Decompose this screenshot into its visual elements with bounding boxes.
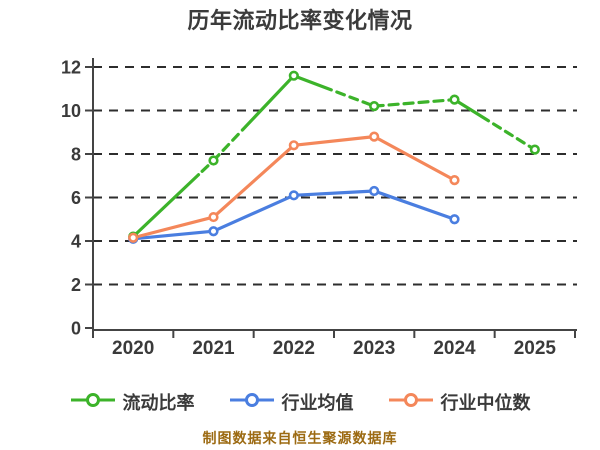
- data-point-marker: [288, 190, 299, 201]
- data-point-marker: [449, 94, 460, 105]
- series-line-segment: [211, 74, 296, 163]
- line-marker-icon: [70, 390, 116, 415]
- x-tick-label: 2022: [273, 338, 315, 359]
- legend-item-label: 行业均值: [281, 393, 354, 413]
- line-marker-icon: [229, 390, 275, 415]
- legend-item-label: 行业中位数: [440, 393, 531, 413]
- data-point-marker: [288, 140, 299, 151]
- y-tick-label: 0: [71, 319, 81, 339]
- y-tick-label: 6: [71, 188, 81, 208]
- data-point-marker: [208, 226, 219, 237]
- x-tick-label: 2024: [433, 338, 476, 359]
- data-point-marker: [369, 131, 380, 142]
- series-line-segment: [452, 98, 537, 152]
- legend-item-industry-mean[interactable]: 行业均值: [229, 389, 354, 415]
- data-point-marker: [529, 144, 540, 155]
- data-point-marker: [208, 155, 219, 166]
- y-tick-label: 2: [71, 275, 81, 295]
- legend: 流动比率 行业均值 行业中位数: [0, 389, 600, 415]
- legend-item-label: 流动比率: [122, 393, 195, 413]
- data-point-marker: [128, 232, 139, 243]
- series-line-segment: [131, 229, 216, 241]
- series-line-segment: [211, 143, 296, 219]
- legend-item-current-ratio[interactable]: 流动比率: [70, 389, 195, 415]
- data-point-marker: [288, 70, 299, 81]
- legend-line-marker: [229, 392, 274, 407]
- data-point-marker: [449, 175, 460, 186]
- series-line-segment: [372, 98, 457, 108]
- data-source-note: 制图数据来自恒生聚源数据库: [202, 430, 398, 446]
- legend-line-marker: [70, 392, 115, 407]
- chart-title: 历年流动比率变化情况: [187, 8, 413, 33]
- data-point-marker: [449, 214, 460, 225]
- y-tick-label: 10: [61, 101, 81, 121]
- series-line-segment: [131, 215, 216, 240]
- series-line-segment: [372, 135, 457, 182]
- y-tick-label: 8: [71, 145, 81, 165]
- legend-line-marker: [388, 392, 433, 407]
- series-line-segment: [292, 135, 376, 147]
- y-tick-label: 4: [71, 232, 81, 252]
- x-tick-label: 2021: [192, 338, 235, 359]
- series-line-segment: [372, 189, 457, 221]
- series-line-segment: [292, 189, 376, 197]
- data-point-marker: [369, 101, 380, 112]
- data-point-marker: [369, 185, 380, 197]
- series-line-segment: [211, 193, 296, 233]
- line-marker-icon: [388, 390, 434, 415]
- y-tick-label: 12: [61, 58, 81, 78]
- x-tick-label: 2025: [514, 338, 557, 359]
- data-point-marker: [208, 211, 219, 223]
- x-tick-label: 2020: [112, 338, 154, 359]
- x-tick-label: 2023: [353, 338, 395, 359]
- legend-item-industry-median[interactable]: 行业中位数: [388, 389, 531, 415]
- series-line-segment: [131, 158, 216, 239]
- series-line-segment: [292, 74, 376, 108]
